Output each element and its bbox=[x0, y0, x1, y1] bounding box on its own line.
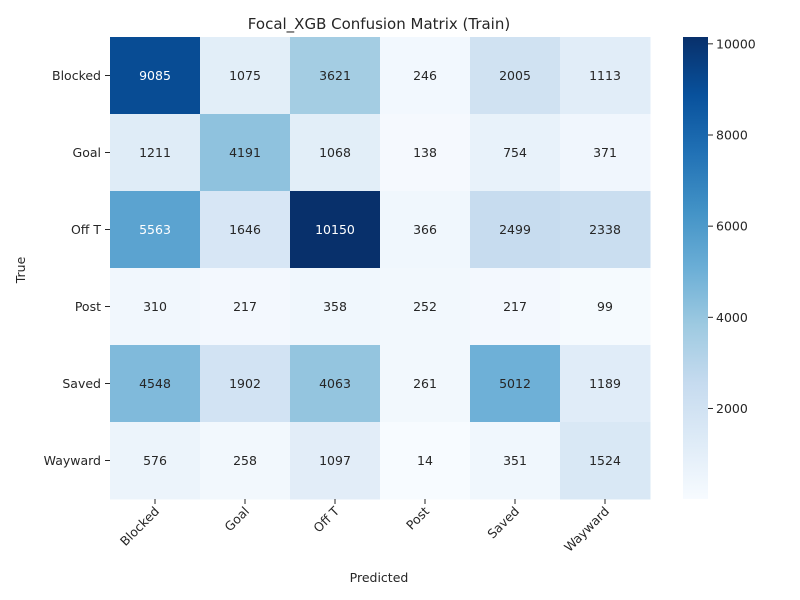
y-tick-label: Saved bbox=[62, 376, 101, 391]
heatmap-cells: 9085 1075 3621 246 2005 1113 1211 4191 1068 138 75… bbox=[110, 37, 651, 500]
cell-value-label: 1075 bbox=[229, 68, 261, 83]
x-tick-label: Off T bbox=[310, 503, 342, 535]
heatmap-cell bbox=[290, 191, 381, 269]
heatmap-cell bbox=[200, 114, 291, 192]
heatmap-cell bbox=[560, 345, 651, 423]
heatmap-cell bbox=[470, 37, 561, 115]
x-tick-label: Post bbox=[403, 503, 432, 532]
heatmap-cell bbox=[560, 114, 651, 192]
heatmap-cell bbox=[380, 268, 471, 346]
heatmap-cell bbox=[110, 191, 201, 269]
cell-value-label: 261 bbox=[413, 376, 437, 391]
heatmap-cell bbox=[380, 114, 471, 192]
heatmap-cell bbox=[290, 345, 381, 423]
colorbar-tick-label: 8000 bbox=[716, 127, 748, 142]
x-tick-label: Blocked bbox=[117, 504, 162, 549]
heatmap-cell bbox=[380, 37, 471, 115]
cell-value-label: 252 bbox=[413, 299, 437, 314]
cell-value-label: 1524 bbox=[589, 453, 621, 468]
cell-value-label: 1097 bbox=[319, 453, 351, 468]
heatmap-cell bbox=[290, 114, 381, 192]
cell-value-label: 310 bbox=[143, 299, 167, 314]
colorbar bbox=[683, 37, 708, 499]
cell-value-label: 4548 bbox=[139, 376, 171, 391]
cell-value-label: 258 bbox=[233, 453, 257, 468]
chart-title: Focal_XGB Confusion Matrix (Train) bbox=[248, 15, 510, 34]
heatmap-cell bbox=[380, 422, 471, 500]
cell-value-label: 1068 bbox=[319, 145, 351, 160]
cell-value-label: 9085 bbox=[139, 68, 171, 83]
heatmap-cell bbox=[290, 37, 381, 115]
cell-value-label: 217 bbox=[503, 299, 527, 314]
cell-value-label: 246 bbox=[413, 68, 437, 83]
x-tick-label: Goal bbox=[221, 504, 252, 535]
y-tick-label: Blocked bbox=[52, 68, 101, 83]
cell-value-label: 4191 bbox=[229, 145, 261, 160]
cell-value-label: 1211 bbox=[139, 145, 171, 160]
y-tick-label: Off T bbox=[71, 222, 101, 237]
cell-value-label: 1646 bbox=[229, 222, 261, 237]
heatmap-cell bbox=[560, 268, 651, 346]
heatmap-cell bbox=[200, 422, 291, 500]
colorbar-tick-label: 2000 bbox=[716, 401, 748, 416]
cell-value-label: 4063 bbox=[319, 376, 351, 391]
y-tick-label: Wayward bbox=[44, 453, 101, 468]
cell-value-label: 576 bbox=[143, 453, 167, 468]
heatmap-cell bbox=[380, 191, 471, 269]
colorbar-tick-label: 10000 bbox=[716, 36, 756, 51]
x-axis-label: Predicted bbox=[350, 570, 409, 585]
heatmap-cell bbox=[380, 345, 471, 423]
colorbar-tick-label: 6000 bbox=[716, 219, 748, 234]
heatmap-cell bbox=[110, 37, 201, 115]
heatmap-cell bbox=[110, 345, 201, 423]
cell-value-label: 351 bbox=[503, 453, 527, 468]
heatmap-cell bbox=[110, 422, 201, 500]
cell-value-label: 366 bbox=[413, 222, 437, 237]
heatmap-cell bbox=[110, 114, 201, 192]
heatmap-cell bbox=[290, 422, 381, 500]
cell-value-label: 5563 bbox=[139, 222, 171, 237]
heatmap-cell bbox=[470, 422, 561, 500]
cell-value-label: 10150 bbox=[315, 222, 355, 237]
cell-value-label: 138 bbox=[413, 145, 437, 160]
cell-value-label: 2499 bbox=[499, 222, 531, 237]
y-tick-label: Post bbox=[75, 299, 101, 314]
heatmap-cell bbox=[200, 268, 291, 346]
cell-value-label: 371 bbox=[593, 145, 617, 160]
y-axis-ticks: Blocked Goal Off T Post Saved Wayward bbox=[44, 68, 110, 468]
y-tick-label: Goal bbox=[73, 145, 101, 160]
heatmap-cell bbox=[200, 191, 291, 269]
cell-value-label: 3621 bbox=[319, 68, 351, 83]
colorbar-tick-label: 4000 bbox=[716, 310, 748, 325]
cell-value-label: 358 bbox=[323, 299, 347, 314]
cell-value-label: 99 bbox=[597, 299, 613, 314]
heatmap-cell bbox=[200, 37, 291, 115]
heatmap-cell bbox=[470, 268, 561, 346]
cell-value-label: 2005 bbox=[499, 68, 531, 83]
heatmap-cell bbox=[470, 191, 561, 269]
heatmap-cell bbox=[200, 345, 291, 423]
heatmap-cell bbox=[560, 422, 651, 500]
cell-value-label: 2338 bbox=[589, 222, 621, 237]
cell-value-label: 1189 bbox=[589, 376, 621, 391]
y-axis-label: True bbox=[13, 256, 28, 284]
x-tick-label: Saved bbox=[484, 504, 522, 542]
heatmap-cell bbox=[560, 37, 651, 115]
cell-value-label: 1113 bbox=[589, 68, 621, 83]
heatmap-cell bbox=[470, 114, 561, 192]
heatmap-cell bbox=[470, 345, 561, 423]
heatmap-cell bbox=[110, 268, 201, 346]
heatmap-cell bbox=[560, 191, 651, 269]
x-axis-ticks: Blocked Goal Off T Post Saved Wayward bbox=[117, 499, 612, 555]
cell-value-label: 1902 bbox=[229, 376, 261, 391]
heatmap-cell bbox=[290, 268, 381, 346]
cell-value-label: 217 bbox=[233, 299, 257, 314]
x-tick-label: Wayward bbox=[561, 504, 612, 555]
cell-value-label: 14 bbox=[417, 453, 433, 468]
cell-value-label: 5012 bbox=[499, 376, 531, 391]
cell-value-label: 754 bbox=[503, 145, 527, 160]
colorbar-ticks: 2000 4000 6000 8000 10000 bbox=[708, 36, 756, 416]
